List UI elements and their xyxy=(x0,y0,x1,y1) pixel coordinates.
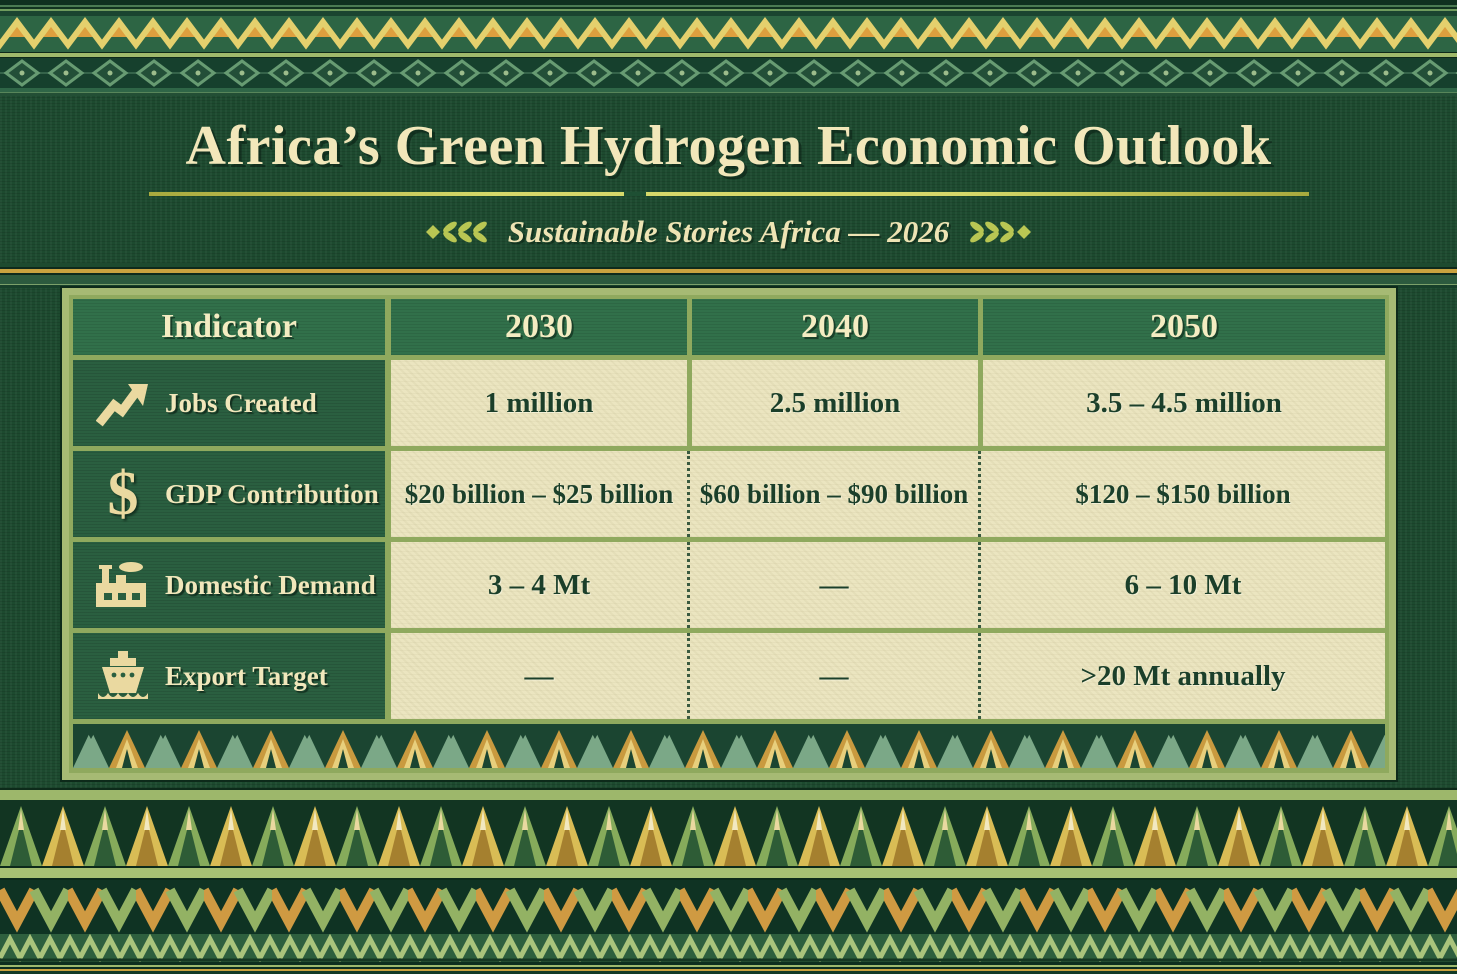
factory-icon xyxy=(87,559,159,611)
triangle-pattern-band xyxy=(73,724,1385,768)
cell-gdp-2050: $120 – $150 billion xyxy=(978,451,1385,537)
gold-stripe-divider xyxy=(0,263,1457,288)
table-row-gdp-contribution: $ GDP Contribution $20 billion – $25 bil… xyxy=(73,451,1385,537)
column-header-indicator: Indicator xyxy=(73,299,385,355)
border-stripe xyxy=(0,0,1457,16)
zigzag-pattern-band xyxy=(0,16,1457,52)
cell-export-2050: >20 Mt annually xyxy=(978,633,1385,719)
bottom-tribal-border xyxy=(0,788,1457,974)
cell-jobs-2040: 2.5 million xyxy=(692,360,978,446)
column-header-2040: 2040 xyxy=(692,299,978,355)
column-header-2030: 2030 xyxy=(391,299,687,355)
large-triangle-pattern-band xyxy=(0,800,1457,866)
table-header-row: Indicator 2030 2040 2050 xyxy=(73,299,1385,355)
table-row-export-target: Export Target — — >20 Mt annually xyxy=(73,633,1385,719)
chevron-pattern-band xyxy=(0,880,1457,934)
outlook-table: Indicator 2030 2040 2050 Jobs Created 1 … xyxy=(60,286,1398,782)
subtitle: Sustainable Stories Africa — 2026 xyxy=(507,214,950,249)
trending-arrow-icon xyxy=(87,378,159,428)
row-label: Jobs Created xyxy=(165,387,317,418)
zigzag-outline-band xyxy=(0,934,1457,962)
ship-icon xyxy=(87,649,159,703)
cell-jobs-2030: 1 million xyxy=(391,360,687,446)
table-row-domestic-demand: Domestic Demand 3 – 4 Mt — 6 – 10 Mt xyxy=(73,542,1385,628)
border-stripe xyxy=(0,962,1457,974)
header: Africa’s Green Hydrogen Economic Outlook xyxy=(0,96,1457,266)
border-stripe xyxy=(0,52,1457,58)
cell-jobs-2050: 3.5 – 4.5 million xyxy=(983,360,1385,446)
column-header-2050: 2050 xyxy=(983,299,1385,355)
title-divider xyxy=(148,192,1309,196)
border-stripe xyxy=(0,788,1457,800)
leaf-ornament-left-icon xyxy=(425,221,487,243)
cell-demand-2040: — xyxy=(687,542,978,628)
border-stripe xyxy=(0,866,1457,880)
row-label: GDP Contribution xyxy=(165,478,379,509)
page-title: Africa’s Green Hydrogen Economic Outlook xyxy=(185,115,1272,177)
dollar-icon: $ xyxy=(107,459,139,528)
leaf-ornament-right-icon xyxy=(970,221,1032,243)
cell-export-2030: — xyxy=(391,633,687,719)
cell-demand-2030: 3 – 4 Mt xyxy=(391,542,687,628)
row-label: Domestic Demand xyxy=(165,569,376,600)
table-row-jobs-created: Jobs Created 1 million 2.5 million 3.5 –… xyxy=(73,360,1385,446)
cell-gdp-2030: $20 billion – $25 billion xyxy=(391,451,687,537)
border-stripe xyxy=(0,88,1457,96)
diamond-pattern-band xyxy=(0,58,1457,88)
row-label: Export Target xyxy=(165,660,328,691)
cell-gdp-2040: $60 billion – $90 billion xyxy=(687,451,978,537)
cell-export-2040: — xyxy=(687,633,978,719)
top-tribal-border xyxy=(0,0,1457,96)
cell-demand-2050: 6 – 10 Mt xyxy=(978,542,1385,628)
